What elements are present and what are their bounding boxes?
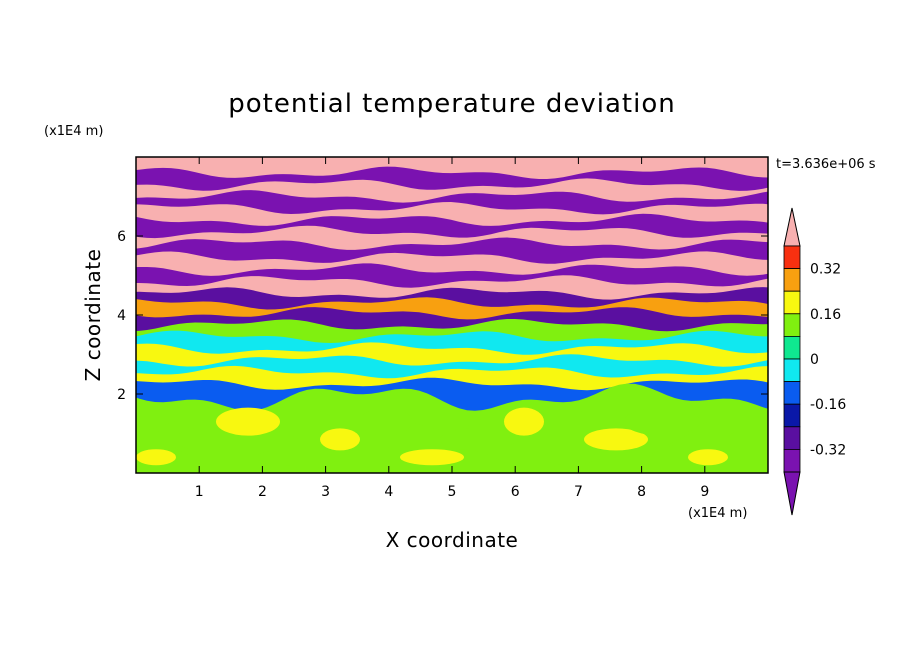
x-tick-label: 7 (574, 484, 583, 500)
x-axis: 1 2 3 4 5 6 7 8 9 (195, 157, 709, 500)
contour-blob (256, 449, 332, 466)
contour-blob (504, 407, 544, 436)
x-tick-label: 4 (384, 484, 393, 500)
y-axis: 2 4 6 (117, 229, 768, 403)
y-tick-label: 2 (117, 387, 126, 403)
colorbar-segment (783, 290, 801, 315)
colorbar-label: 0 (810, 352, 819, 368)
contour-blob (360, 407, 412, 436)
x-tick-label: 3 (321, 484, 330, 500)
contour-blob (544, 449, 596, 466)
colorbar-extend-min (783, 471, 801, 516)
colorbar-segment (783, 245, 801, 270)
y-axis-title: Z coordinate (81, 249, 105, 382)
chart-title: potential temperature deviation (228, 89, 675, 119)
contour-blob (216, 407, 280, 436)
x-unit-label: (x1E4 m) (688, 506, 747, 521)
x-tick-label: 9 (700, 484, 709, 500)
contour-blob (688, 449, 728, 466)
contour-field (136, 157, 768, 473)
x-tick-label: 8 (637, 484, 646, 500)
colorbar-segment (783, 268, 801, 292)
contour-blob (400, 449, 464, 466)
colorbar-label: -0.32 (810, 442, 846, 458)
x-tick-label: 2 (258, 484, 267, 500)
colorbar-segment (783, 381, 801, 405)
x-axis-title: X coordinate (386, 528, 519, 552)
y-tick-label: 6 (117, 229, 126, 245)
contour-blob (176, 428, 228, 451)
contour-blob (440, 428, 516, 451)
y-tick-label: 4 (117, 308, 126, 324)
colorbar: 0.32 0.16 0 -0.16 -0.32 (783, 207, 846, 516)
contour-blob (584, 428, 648, 451)
colorbar-segment (783, 448, 801, 473)
colorbar-extend-max (783, 207, 801, 247)
x-tick-label: 1 (195, 484, 204, 500)
colorbar-label: 0.16 (810, 307, 841, 323)
time-label: t=3.636e+06 s (776, 157, 876, 172)
colorbar-label: 0.32 (810, 262, 841, 278)
x-tick-label: 5 (448, 484, 457, 500)
colorbar-segment (783, 358, 801, 383)
contour-blob (320, 428, 360, 451)
x-tick-label: 6 (511, 484, 520, 500)
colorbar-label: -0.16 (810, 397, 846, 413)
y-unit-label: (x1E4 m) (44, 124, 103, 139)
colorbar-segment (783, 313, 801, 337)
contour-blob (728, 428, 768, 451)
contour-blob (136, 449, 176, 466)
contour-blob (624, 407, 700, 436)
colorbar-segment (783, 426, 801, 450)
colorbar-segment (783, 335, 801, 360)
colorbar-segment (783, 403, 801, 428)
